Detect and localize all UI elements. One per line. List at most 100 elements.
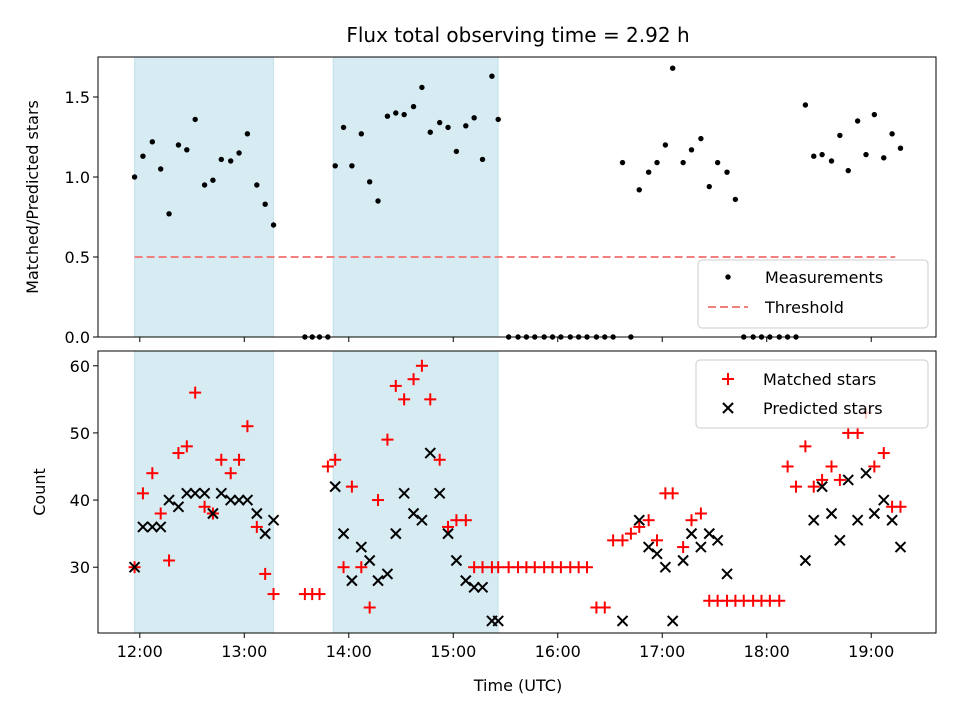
predicted-star-point: [842, 474, 854, 486]
matched-star-point: [624, 527, 637, 540]
measurement-point: [332, 163, 338, 169]
measurement-point: [698, 135, 704, 142]
matched-star-point: [666, 487, 679, 500]
measurements-series: [131, 65, 904, 340]
matched-star-point: [807, 480, 820, 493]
matched-star-point: [598, 601, 611, 614]
predicted-star-point: [372, 574, 384, 587]
predicted-star-point: [808, 514, 820, 526]
predicted-star-point: [154, 521, 167, 533]
count-panel-y-axis-title: Count: [30, 468, 49, 516]
measurement-point: [419, 84, 425, 91]
measurement-point: [828, 158, 835, 164]
x-axis-title: Time (UTC): [473, 676, 562, 695]
matched-star-point: [146, 467, 159, 480]
matched-star-point: [163, 554, 176, 567]
predicted-star-point: [363, 554, 376, 567]
measurement-point: [236, 150, 242, 156]
predicted-star-point: [460, 574, 472, 587]
count-panel-y-ticks: 30 40 50 60: [70, 357, 98, 577]
ratio-panel-x-ticks: [139, 337, 872, 342]
ratio-shaded-interval-0: [134, 56, 275, 338]
measurement-point: [802, 102, 809, 108]
measurement-point: [427, 129, 433, 135]
predicted-star-point: [633, 514, 645, 526]
predicted-star-point: [799, 554, 812, 567]
legend-marker-matched-stars: [722, 373, 734, 385]
measurement-point: [410, 103, 417, 110]
measurement-point: [157, 166, 164, 172]
predicted-star-point: [407, 507, 420, 520]
predicted-star-point: [492, 615, 504, 627]
x-tick-label: 14:00: [326, 642, 372, 661]
measurement-point: [349, 163, 355, 169]
predicted-star-point: [616, 615, 629, 627]
x-tick-label: 16:00: [535, 642, 581, 661]
predicted-star-point: [337, 527, 350, 540]
count-y-tick-label: 60: [70, 357, 90, 376]
predicted-star-point: [137, 521, 149, 533]
matched-star-point: [459, 514, 472, 527]
measurement-point: [401, 111, 407, 118]
legend-label-matched-stars: Matched stars: [763, 370, 876, 389]
measurement-point: [210, 177, 216, 183]
matched-star-point: [259, 567, 272, 580]
measurement-point: [201, 182, 208, 188]
predicted-star-point: [233, 494, 245, 506]
predicted-star-point: [398, 487, 410, 500]
measurement-point: [244, 131, 251, 137]
predicted-star-point: [450, 554, 463, 567]
predicted-star-point: [711, 534, 724, 547]
ratio-panel-legend: Measurements Threshold: [697, 259, 929, 329]
predicted-star-point: [416, 514, 428, 526]
measurement-point: [375, 198, 381, 204]
measurement-point: [636, 187, 642, 193]
predicted-star-point: [128, 561, 141, 573]
measurement-point: [819, 151, 825, 158]
matched-star-point: [154, 507, 167, 520]
matched-star-point: [616, 534, 629, 547]
measurement-point: [166, 211, 172, 217]
predicted-star-point: [390, 527, 402, 540]
measurement-point: [854, 118, 861, 124]
predicted-star-point: [442, 527, 454, 540]
measurement-point: [706, 183, 712, 190]
measurement-point: [175, 142, 182, 148]
matched-star-point: [407, 373, 420, 386]
matched-star-point: [313, 588, 326, 601]
legend-label-threshold: Threshold: [764, 298, 844, 317]
measurement-point: [463, 123, 469, 129]
count-shaded-interval-1: [332, 350, 499, 634]
matched-star-point: [189, 386, 202, 399]
ratio-shaded-interval-1: [332, 56, 499, 338]
measurement-point: [871, 111, 878, 118]
measurement-point: [837, 132, 843, 139]
x-tick-label: 15:00: [430, 642, 476, 661]
predicted-star-point: [677, 554, 689, 567]
matched-star-point: [337, 561, 350, 574]
predicted-star-point: [659, 561, 672, 573]
matched-star-point: [492, 561, 505, 574]
measurement-point: [897, 145, 904, 151]
count-y-tick-label: 50: [70, 424, 90, 443]
ratio-panel-y-ticks: 0.0 0.5 1.0 1.5: [65, 88, 98, 347]
predicted-star-point: [241, 494, 254, 506]
predicted-star-point: [695, 541, 707, 553]
matched-star-point: [825, 460, 838, 473]
predicted-star-point: [860, 467, 872, 479]
predicted-star-point: [381, 568, 394, 580]
matched-star-point: [581, 561, 594, 574]
x-tick-label: 19:00: [848, 642, 894, 661]
matched-star-point: [389, 379, 402, 392]
matched-star-point: [677, 541, 690, 554]
ratio-panel-legend-box: [697, 259, 929, 329]
measurement-point: [688, 147, 695, 153]
measurement-point: [340, 124, 347, 131]
predicted-star-point: [685, 527, 698, 540]
measurement-point: [645, 169, 652, 175]
predicted-star-point: [816, 480, 828, 493]
predicted-star-point: [355, 541, 368, 553]
predicted-star-point: [894, 541, 907, 553]
measurement-point: [445, 124, 451, 131]
